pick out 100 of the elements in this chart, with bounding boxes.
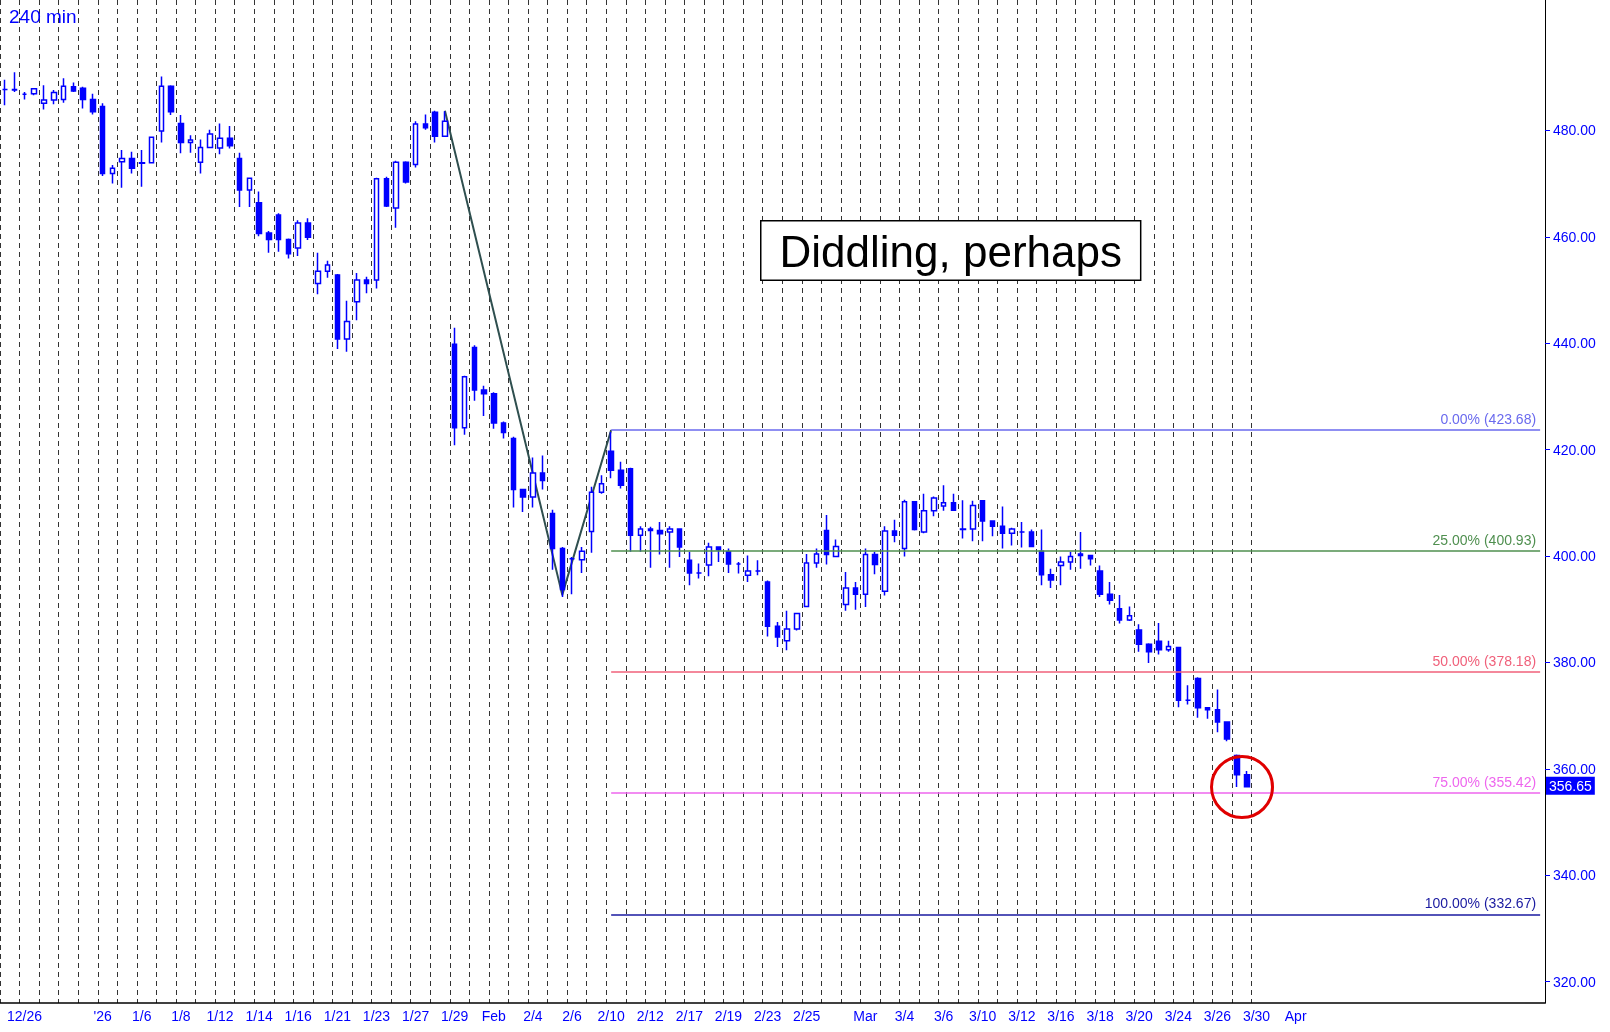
candlestick <box>1194 676 1202 719</box>
candlestick <box>79 85 87 110</box>
candlestick <box>128 150 136 175</box>
candlestick <box>519 488 527 513</box>
candlestick <box>118 149 126 189</box>
candlestick <box>490 391 498 430</box>
x-tick-label: 3/4 <box>894 1008 915 1024</box>
candlestick <box>304 217 312 241</box>
candlestick <box>793 612 801 632</box>
candlestick <box>803 553 810 608</box>
candlestick <box>979 499 986 542</box>
x-tick-label: 1/23 <box>362 1008 391 1024</box>
y-tick-label: 340.00 <box>1553 867 1597 884</box>
x-tick-label: Mar <box>853 1008 878 1024</box>
candlestick <box>940 484 947 512</box>
candlestick <box>774 621 781 648</box>
x-tick-label: 2/25 <box>793 1008 821 1024</box>
candlestick <box>402 160 410 185</box>
candlestick <box>1047 568 1055 589</box>
candlestick <box>598 474 605 495</box>
x-tick-label: 3/24 <box>1164 1008 1193 1024</box>
x-tick-label: 2/6 <box>562 1008 582 1024</box>
y-tick-label: 440.00 <box>1553 335 1597 352</box>
candlestick <box>911 501 918 532</box>
candlestick <box>656 521 664 556</box>
candlestick <box>461 374 468 436</box>
x-tick-label: 1/14 <box>245 1008 273 1024</box>
x-tick-label: 3/6 <box>933 1008 954 1024</box>
candlestick <box>1077 531 1084 570</box>
candlestick <box>959 499 967 540</box>
candlestick <box>60 77 67 104</box>
candlestick <box>70 81 77 93</box>
candlestick <box>930 495 938 517</box>
candlestick <box>30 87 38 96</box>
candlestick <box>343 299 351 353</box>
candlestick <box>559 546 566 598</box>
candlestick <box>148 136 155 165</box>
candlestick <box>187 134 194 154</box>
x-tick-label: 2/23 <box>753 1008 782 1024</box>
candlestick <box>637 525 644 553</box>
y-tick-label: 420.00 <box>1553 441 1597 458</box>
candlestick <box>500 420 507 440</box>
candlestick <box>783 610 791 651</box>
x-tick-label: 1/8 <box>171 1008 191 1024</box>
candlestick <box>50 89 58 106</box>
candlestick <box>627 466 634 553</box>
candlestick <box>999 505 1006 550</box>
x-tick-label: 2/17 <box>675 1008 704 1024</box>
candlestick <box>1067 551 1074 571</box>
candlestick <box>1057 555 1065 587</box>
x-tick-label: Apr <box>1284 1008 1307 1024</box>
candlestick <box>1135 623 1143 653</box>
candlestick <box>950 493 957 512</box>
x-tick-label: 3/26 <box>1203 1008 1232 1024</box>
candlestick <box>881 525 889 597</box>
x-tick-label: 2/10 <box>597 1008 625 1024</box>
candlestick <box>715 546 722 563</box>
candlestick <box>578 546 586 574</box>
candlestick <box>236 151 243 208</box>
candlestick <box>969 499 977 542</box>
candlestick <box>920 493 928 534</box>
x-tick-label: 3/18 <box>1086 1008 1114 1024</box>
candlestick <box>285 237 292 260</box>
candlestick <box>246 176 253 208</box>
candlestick <box>549 509 556 571</box>
ref-line-label: 75.00% (355.42) <box>1432 774 1537 791</box>
ref-line-label: 0.00% (423.68) <box>1440 411 1537 428</box>
x-tick-label: 1/29 <box>441 1008 469 1024</box>
candlestick <box>647 526 654 569</box>
candlestick <box>989 520 996 538</box>
ref-line-label: 100.00% (332.67) <box>1424 895 1537 912</box>
candlestick <box>588 486 595 554</box>
candlestick <box>1184 684 1192 706</box>
y-tick-label: 320.00 <box>1553 973 1597 990</box>
y-tick-label: 360.00 <box>1553 760 1597 777</box>
y-tick-label: 460.00 <box>1553 228 1597 245</box>
candlestick <box>158 75 165 144</box>
candlestick <box>363 275 370 294</box>
candlestick <box>392 159 400 229</box>
candlestick <box>1096 564 1104 598</box>
candlestick <box>1155 622 1163 656</box>
candlestick <box>1145 642 1153 664</box>
candlestick <box>725 547 732 574</box>
candlestick <box>1028 528 1035 548</box>
candlestick <box>1243 770 1251 788</box>
candlestick <box>695 562 703 580</box>
candlestick <box>275 212 282 253</box>
candlestick <box>99 102 106 177</box>
candlestick <box>842 571 850 612</box>
candlestick <box>177 114 185 154</box>
x-tick-label: 1/6 <box>132 1008 152 1024</box>
candlestick <box>422 113 429 131</box>
text: 356.65 <box>1549 777 1593 794</box>
candlestick <box>138 149 146 188</box>
x-tick-label: 1/21 <box>323 1008 352 1024</box>
x-tick-label: 3/10 <box>969 1008 997 1024</box>
chart-title: 240 min <box>9 6 77 27</box>
candlestick <box>441 110 449 137</box>
candlestick <box>294 219 302 257</box>
candlestick <box>891 519 898 543</box>
